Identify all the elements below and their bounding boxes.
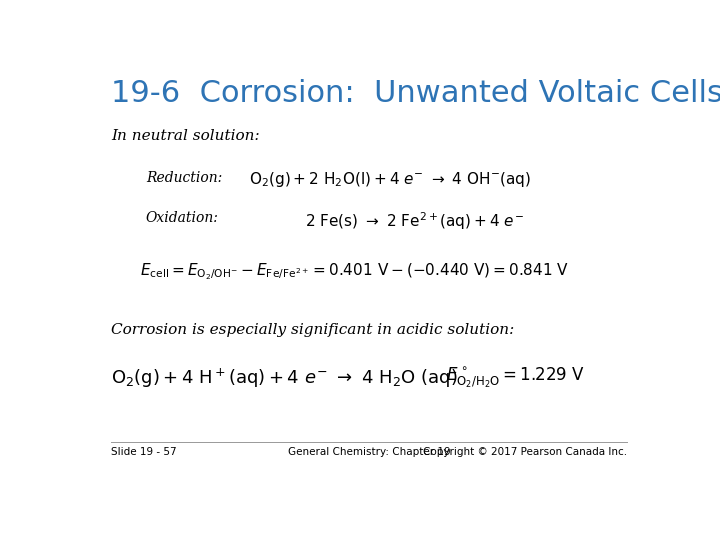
Text: 19-6  Corrosion:  Unwanted Voltaic Cells: 19-6 Corrosion: Unwanted Voltaic Cells bbox=[111, 79, 720, 109]
Text: $\mathit{E}_{\rm cell} = \mathit{E}_{\rm O_2/OH^{-}} - \mathit{E}_{\rm Fe/Fe^{2+: $\mathit{E}_{\rm cell} = \mathit{E}_{\rm… bbox=[140, 261, 570, 282]
Text: Reduction:: Reduction: bbox=[145, 171, 222, 185]
Text: Oxidation:: Oxidation: bbox=[145, 211, 219, 225]
Text: Corrosion is especially significant in acidic solution:: Corrosion is especially significant in a… bbox=[111, 323, 515, 338]
Text: Slide 19 - 57: Slide 19 - 57 bbox=[111, 447, 177, 456]
Text: $\mathrm{O_2(g) + 4\ H^+(aq) + 4\ }\mathit{e}^{-}\mathrm{\ \rightarrow\ 4\ H_2O\: $\mathrm{O_2(g) + 4\ H^+(aq) + 4\ }\math… bbox=[111, 366, 458, 389]
Text: Copyright © 2017 Pearson Canada Inc.: Copyright © 2017 Pearson Canada Inc. bbox=[423, 447, 627, 456]
Text: $\mathrm{O_2(g) + 2\ H_2O(l) + 4\ }\mathit{e}^{-}\mathrm{\ \rightarrow\ 4\ OH^{-: $\mathrm{O_2(g) + 2\ H_2O(l) + 4\ }\math… bbox=[249, 170, 531, 188]
Text: $\mathit{E}^\circ_{\rm O_2/H_2O} = 1.229\ \rm V$: $\mathit{E}^\circ_{\rm O_2/H_2O} = 1.229… bbox=[446, 366, 585, 390]
Text: $\mathrm{2\ Fe(s)\ \rightarrow\ 2\ Fe^{2+}(aq) + 4\ }\mathit{e}^{-}$: $\mathrm{2\ Fe(s)\ \rightarrow\ 2\ Fe^{2… bbox=[305, 210, 523, 232]
Text: General Chemistry: Chapter 19: General Chemistry: Chapter 19 bbox=[288, 447, 450, 456]
Text: In neutral solution:: In neutral solution: bbox=[111, 129, 260, 143]
